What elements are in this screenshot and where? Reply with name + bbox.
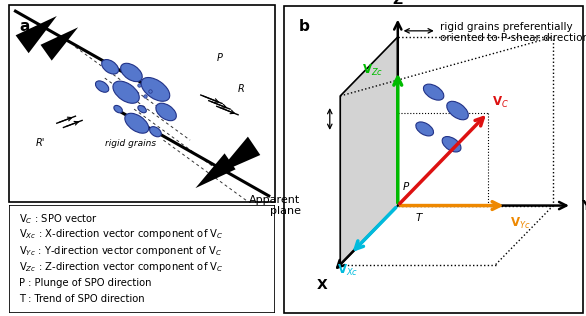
- Text: Z: Z: [393, 0, 403, 7]
- Ellipse shape: [101, 59, 118, 74]
- Ellipse shape: [149, 127, 161, 137]
- Text: V$_{Zc}$: V$_{Zc}$: [362, 63, 383, 78]
- Text: V$_C$: V$_C$: [492, 95, 509, 110]
- Ellipse shape: [141, 77, 170, 101]
- Text: V$_{Yc}$ : Y-direction vector component of V$_C$: V$_{Yc}$ : Y-direction vector component …: [19, 244, 223, 258]
- Text: V$_{Zc}$ : Z-direction vector component of V$_C$: V$_{Zc}$ : Z-direction vector component …: [19, 260, 224, 274]
- Polygon shape: [16, 16, 57, 53]
- Polygon shape: [217, 137, 260, 174]
- Ellipse shape: [424, 84, 444, 100]
- Text: a: a: [19, 19, 30, 34]
- FancyBboxPatch shape: [9, 5, 275, 202]
- Text: P: P: [402, 182, 408, 192]
- Polygon shape: [40, 27, 78, 61]
- FancyBboxPatch shape: [9, 205, 275, 313]
- Text: rigid grains: rigid grains: [105, 139, 156, 148]
- Text: T: T: [415, 213, 422, 223]
- Text: Apparent
plane: Apparent plane: [250, 195, 301, 216]
- Ellipse shape: [96, 81, 109, 92]
- Text: V$_C$ : SPO vector: V$_C$ : SPO vector: [19, 212, 98, 226]
- Text: V$_{Xc}$: V$_{Xc}$: [337, 263, 358, 278]
- Text: V$_{Xc}$ : X-direction vector component of V$_C$: V$_{Xc}$ : X-direction vector component …: [19, 228, 224, 241]
- Text: T : Trend of SPO direction: T : Trend of SPO direction: [19, 294, 145, 304]
- Text: Y: Y: [581, 198, 586, 213]
- Ellipse shape: [113, 81, 139, 103]
- Text: R': R': [36, 138, 45, 148]
- Ellipse shape: [121, 63, 142, 82]
- Ellipse shape: [125, 113, 149, 133]
- Text: b: b: [299, 19, 310, 33]
- Polygon shape: [195, 153, 236, 188]
- Text: X: X: [317, 277, 328, 292]
- Ellipse shape: [447, 101, 468, 120]
- FancyBboxPatch shape: [284, 6, 583, 313]
- Ellipse shape: [442, 137, 461, 152]
- Polygon shape: [340, 37, 398, 264]
- Text: R: R: [238, 84, 245, 94]
- Ellipse shape: [156, 103, 176, 121]
- Text: P: P: [217, 53, 223, 63]
- Ellipse shape: [416, 122, 434, 136]
- Text: rigid grains preferentially
oriented to P-shear direction: rigid grains preferentially oriented to …: [440, 21, 586, 43]
- Ellipse shape: [138, 106, 146, 113]
- Text: V$_{Yc}$: V$_{Yc}$: [510, 216, 530, 231]
- Text: P : Plunge of SPO direction: P : Plunge of SPO direction: [19, 278, 152, 288]
- Ellipse shape: [114, 106, 122, 113]
